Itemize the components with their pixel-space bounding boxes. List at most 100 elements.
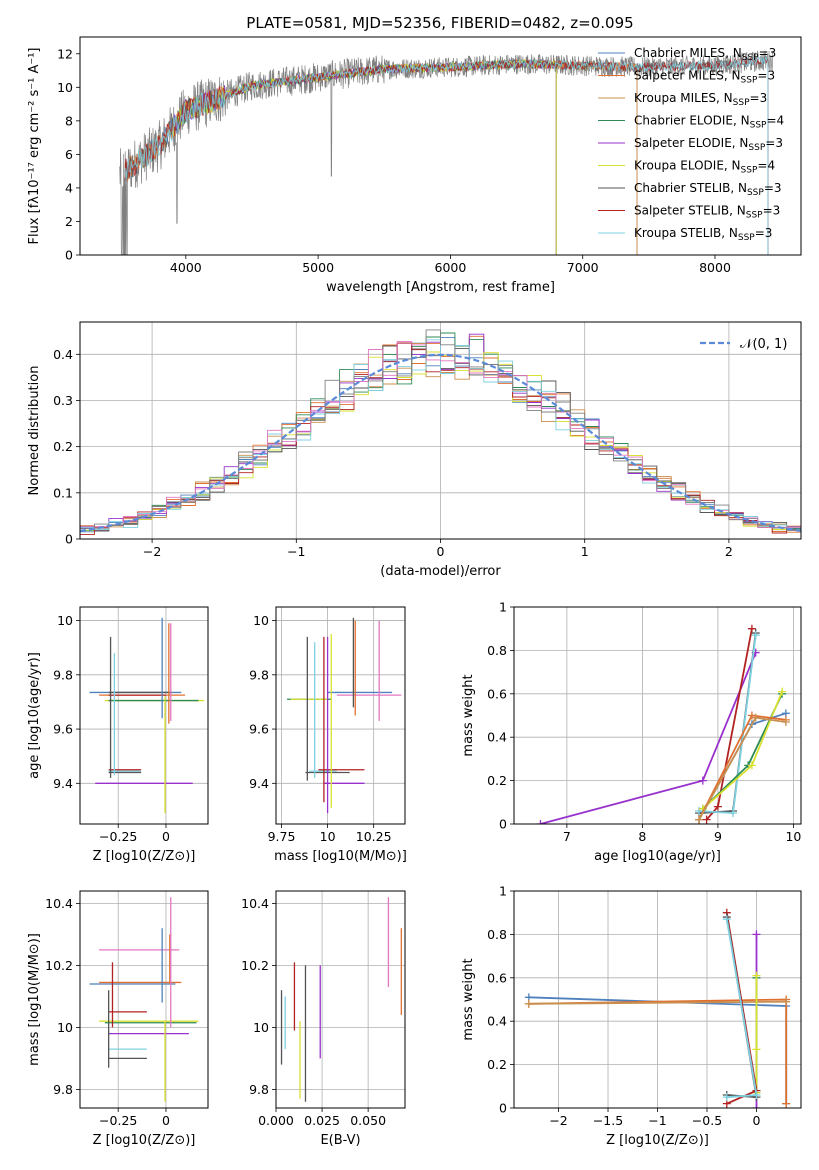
plot-area [536,624,790,824]
x-tick-label: 9 [714,829,722,844]
y-tick-label: 9.8 [249,1082,269,1097]
legend-value: =3 [757,69,775,83]
weight-marker [781,718,790,727]
plot-area [89,617,205,814]
legend-subscript: SSP [738,233,755,243]
legend-value: =4 [757,159,775,173]
weight-marker [722,915,731,924]
weight-marker [778,687,787,696]
x-tick-label: −1.5 [593,1113,623,1128]
legend-label: Salpeter ELODIE, NSSP=3 [634,136,783,153]
x-tick-label: 10 [320,829,336,844]
y-tick-label: 6 [65,147,73,162]
x-axis-label: (data-model)/error [380,564,501,579]
legend-value: =3 [763,204,781,218]
legend-normal-label: 𝒩(0, 1) [740,337,787,352]
legend-label: Chabrier MILES, NSSP=3 [634,46,776,63]
figure-title: PLATE=0581, MJD=52356, FIBERID=0482, z=0… [246,14,633,32]
axes-frame [79,36,802,256]
legend-subscript: SSP [747,188,764,198]
legend-label: Kroupa MILES, NSSP=3 [634,91,767,108]
weight-marker [747,624,756,633]
x-axis-label: wavelength [Angstrom, rest frame] [326,280,555,295]
plot-area [287,617,402,814]
legend-value: =3 [755,226,773,240]
model-spectrum-chabrier-miles [124,58,637,182]
weight-marker [695,815,704,824]
legend-subscript: SSP [733,98,750,108]
mass-weight-z-panel: −2 −1.5 −1 −0.5 0 0 0.2 0.4 0.6 0.8 1 Z [log10(Z/Z⊙… [461,884,802,1148]
legend-value: =4 [766,114,784,128]
y-tick-label: 10.4 [45,896,73,911]
weight-marker [751,713,760,722]
weight-marker [729,809,738,818]
x-tick-label: 2 [725,544,733,559]
y-tick-label: 10.2 [45,958,73,973]
y-tick-label: 0 [499,817,507,832]
observed-spectrum-line [119,50,774,255]
y-tick-label: 0.3 [53,393,73,408]
z-mass-panel: −0.25 0 9.8 10 10.2 10.4 Z [log10(Z/Z⊙)] mass [… [27,890,209,1148]
residuals-panel: −2 −1 0 1 2 0 0.1 0.2 0.3 0.4 (data-model)/error No… [27,321,802,579]
y-tick-label: 0.2 [487,1057,507,1072]
weight-marker [722,1093,731,1102]
weight-marker [751,631,760,640]
x-tick-label: −2 [143,544,161,559]
legend-label: Kroupa STELIB, NSSP=3 [634,226,772,243]
axes-frame [513,606,802,825]
mass-age-panel: 9.75 10 10.25 9.4 9.6 9.8 10 mass [log10(M/M⊙)] [249,606,407,864]
x-tick-label: 4000 [170,260,202,275]
y-axis-label: age [log10(age/yr)] [27,652,42,779]
legend-label: Kroupa ELODIE, NSSP=4 [634,159,775,176]
y-tick-label: 9.6 [53,722,73,737]
plot-area [89,897,199,1102]
legend-subscript: SSP [741,76,758,86]
y-axis-label: Normed distribution [27,366,42,496]
legend-value: =3 [750,91,768,105]
weight-line-chabrier-miles [698,712,787,821]
legend-value: =3 [764,181,782,195]
x-tick-label: 6000 [435,260,467,275]
residual-histogram [80,339,801,530]
y-axis-label: mass [log10(M/M⊙)] [27,933,42,1066]
y-tick-label: 2 [65,214,73,229]
legend-subscript: SSP [750,121,767,131]
weight-marker [747,761,756,770]
weight-marker [524,999,533,1008]
legend-label: Chabrier ELODIE, NSSP=4 [634,114,784,131]
axes-frame [275,606,406,825]
x-tick-label: 0.025 [304,1113,340,1128]
residual-histogram [80,341,801,529]
x-tick-label: 0.000 [258,1113,294,1128]
y-tick-label: 12 [57,46,73,61]
x-tick-label: −2 [549,1113,567,1128]
y-tick-label: 9.8 [53,1082,73,1097]
weight-line-kroupa-miles [528,1000,787,1005]
residual-histogram [80,343,801,532]
x-tick-label: 10 [785,829,801,844]
weight-line-kroupa-stelib [725,919,758,1099]
y-tick-label: 0.4 [487,730,507,745]
x-tick-label: −0.25 [99,1113,137,1128]
y-tick-label: 0 [499,1101,507,1116]
y-axis-label: mass weight [461,674,476,756]
legend-label: Chabrier STELIB, NSSP=3 [634,181,782,198]
x-tick-label: −1 [287,544,305,559]
y-tick-label: 10.4 [241,896,269,911]
y-tick-label: 0.4 [487,1014,507,1029]
x-tick-label: 0.050 [350,1113,386,1128]
x-tick-label: 0 [752,1113,760,1128]
x-tick-label: 8 [638,829,646,844]
x-tick-label: 5000 [302,260,334,275]
axes-frame [79,606,209,825]
legend-label: Salpeter MILES, NSSP=3 [634,69,775,86]
weight-marker [782,997,791,1006]
weight-marker [782,1099,791,1108]
model-spectrum-salpeter-miles [124,58,637,183]
legend-value: =3 [765,136,783,150]
y-tick-label: 0.2 [53,439,73,454]
x-tick-label: 7 [563,829,571,844]
x-tick-label: 1 [581,544,589,559]
weight-marker [752,1045,761,1054]
plot-area [280,897,402,1102]
